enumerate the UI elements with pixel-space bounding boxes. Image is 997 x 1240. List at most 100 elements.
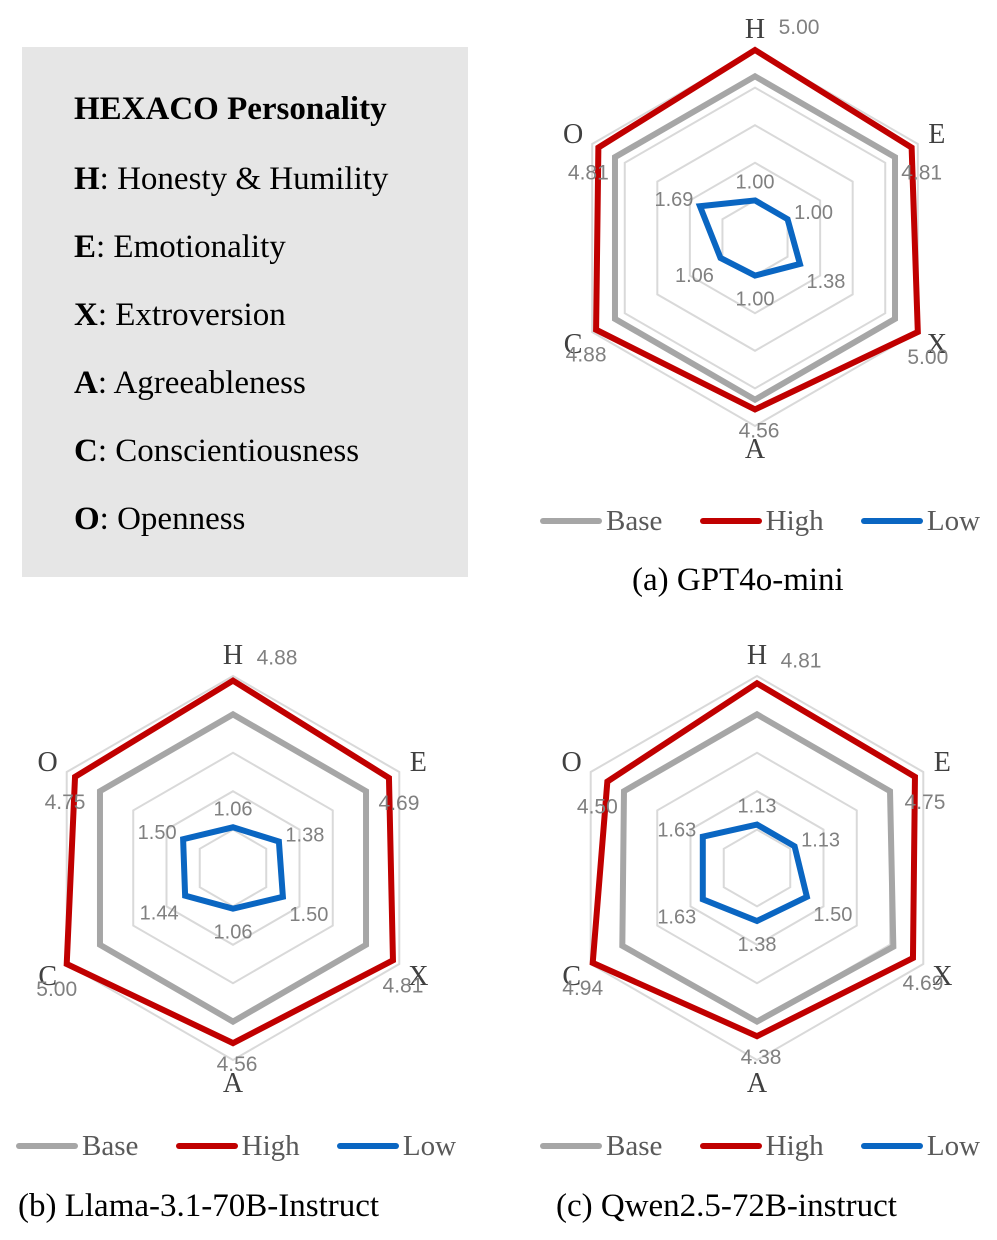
grid-ring: [656, 124, 854, 352]
low-value-label: 1.00: [736, 289, 775, 311]
axis-label-e: E: [934, 747, 951, 778]
legend-item-base: Base: [16, 1130, 138, 1163]
low-value-label: 1.13: [738, 796, 777, 818]
low-value-label: 1.38: [806, 271, 845, 293]
high-value-label: 5.00: [779, 16, 820, 39]
low-value-label: 1.38: [738, 934, 777, 956]
high-value-label: 4.81: [568, 162, 609, 185]
caption-a: (a) GPT4o-mini: [632, 562, 844, 598]
grid-ring: [689, 790, 825, 946]
high-value-label: 4.69: [379, 792, 420, 815]
legend-item-low: Low: [860, 505, 980, 538]
grid-ring: [656, 751, 858, 985]
legend-item-low: Low: [860, 1130, 980, 1163]
low-value-label: 1.63: [657, 906, 696, 928]
grid-ring: [132, 751, 334, 985]
high-value-label: 4.56: [217, 1053, 258, 1076]
high-value-label: 4.69: [903, 972, 944, 995]
caption-b: (b) Llama-3.1-70B-Instruct: [18, 1188, 380, 1224]
legend-item-high: High: [699, 505, 824, 538]
series-high: [593, 46, 921, 413]
high-value-label: 4.94: [562, 977, 603, 1000]
key-item-e: E: Emotionality: [74, 229, 286, 265]
axis-label-c: C: [38, 961, 57, 992]
series-low: [180, 824, 287, 912]
axis-label-e: E: [928, 119, 945, 150]
hexaco-key-box: HEXACO Personality H: Honesty & Humility…: [22, 47, 468, 577]
radar-chart-0: H 5.001.00E4.811.00X5.001.38A4.561.00C4.8…: [563, 14, 948, 465]
grid-ring: [688, 161, 822, 315]
series-low: [699, 821, 811, 925]
grid-ring: [622, 713, 892, 1023]
grid-ring: [722, 828, 792, 908]
axis-label-x: X: [408, 961, 428, 992]
axis-label-h: H: [223, 640, 243, 671]
legend-b: Base High Low: [16, 1130, 486, 1163]
grid-ring: [198, 828, 268, 908]
high-value-label: 4.75: [905, 791, 946, 814]
grid-ring: [98, 713, 368, 1023]
low-value-label: 1.50: [813, 904, 852, 926]
caption-c: (c) Qwen2.5-72B-instruct: [556, 1188, 897, 1224]
series-low: [695, 197, 804, 279]
low-value-label: 1.50: [138, 822, 177, 844]
low-value-label: 1.00: [736, 171, 775, 193]
series-high: [589, 679, 918, 1040]
high-value-label: 4.88: [257, 647, 298, 670]
legend-c: Base High Low: [540, 1130, 997, 1163]
low-value-label: 1.50: [289, 904, 328, 926]
low-value-label: 1.13: [801, 829, 840, 851]
high-value-label: 4.81: [901, 162, 942, 185]
key-item-h: H: Honesty & Humility: [74, 161, 389, 197]
low-value-label: 1.69: [655, 189, 694, 211]
legend-item-high: High: [699, 1130, 824, 1163]
axis-label-a: A: [745, 434, 766, 465]
radar-chart-1: H 4.88 1.06 E 4.69 1.38 X4.81 1.50 A4.56 1.06 C5.0…: [36, 640, 428, 1099]
series-high: [63, 677, 396, 1047]
axis-label-o: O: [563, 119, 583, 150]
high-value-label: 5.00: [907, 346, 948, 369]
axis-label-c: C: [564, 329, 583, 360]
legend-item-low: Low: [336, 1130, 456, 1163]
high-value-label: 4.81: [781, 649, 822, 672]
grid-ring: [591, 48, 919, 428]
series-base: [619, 710, 897, 1026]
axis-label-e: E: [410, 747, 427, 778]
high-value-label: 4.88: [566, 344, 607, 367]
high-value-label: 4.81: [383, 974, 424, 997]
axis-label-h: H: [747, 640, 767, 671]
grid-ring: [65, 674, 401, 1062]
key-item-o: O: Openness: [74, 501, 246, 537]
low-value-label: 1.63: [657, 820, 696, 842]
radar-chart-2: H 4.81 1.13 E 4.75 1.13 X4.69 1.50 A4.38 1.38 C4.9…: [562, 640, 953, 1099]
high-value-label: 4.38: [741, 1046, 782, 1069]
axis-label-c: C: [562, 961, 581, 992]
key-item-x: X: Extroversion: [74, 297, 286, 333]
high-value-label: 5.00: [36, 978, 77, 1001]
low-value-label: 1.00: [794, 202, 833, 224]
grid-ring: [165, 790, 301, 946]
axis-label-x: X: [927, 329, 947, 360]
axis-label-a: A: [747, 1068, 768, 1099]
legend-a: Base High Low: [540, 505, 997, 538]
legend-item-high: High: [175, 1130, 300, 1163]
axis-label-x: X: [932, 961, 952, 992]
axis-label-o: O: [562, 747, 582, 778]
grid-ring: [589, 674, 925, 1062]
series-base: [611, 72, 899, 404]
series-base: [96, 710, 370, 1026]
grid-ring: [623, 86, 887, 390]
high-value-label: 4.50: [577, 796, 618, 819]
low-value-label: 1.38: [285, 825, 324, 847]
axis-label-o: O: [38, 747, 58, 778]
low-value-label: 1.06: [214, 922, 253, 944]
low-value-label: 1.06: [675, 265, 714, 287]
low-value-label: 1.06: [214, 798, 253, 820]
high-value-label: 4.75: [45, 791, 86, 814]
key-item-c: C: Conscientiousness: [74, 433, 360, 469]
key-title: HEXACO Personality: [74, 91, 387, 127]
axis-label-h: H: [745, 14, 765, 45]
low-value-label: 1.44: [140, 903, 179, 925]
legend-item-base: Base: [540, 505, 662, 538]
